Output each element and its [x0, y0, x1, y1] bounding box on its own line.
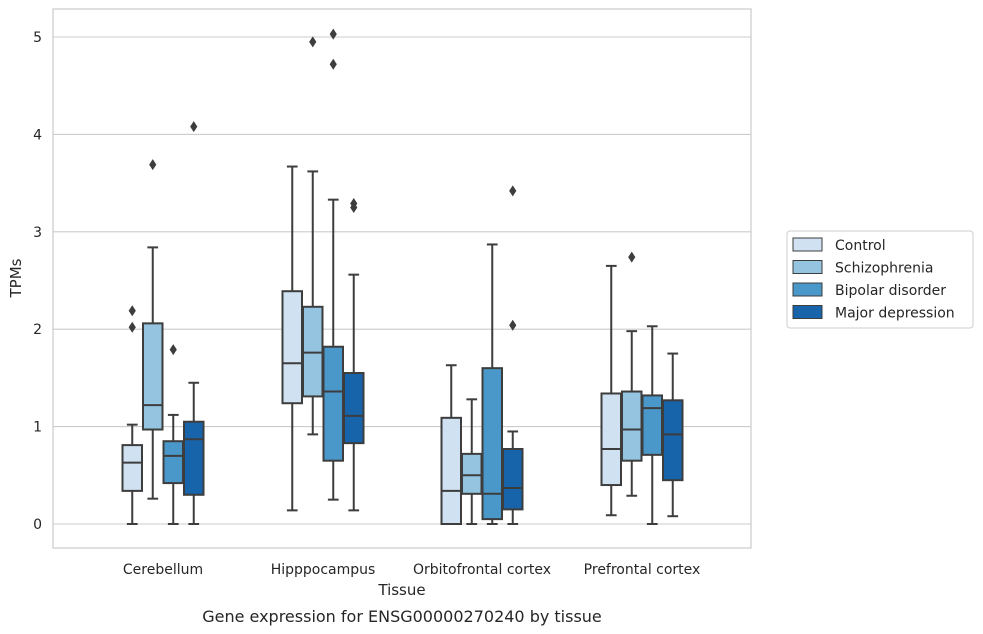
- box-schizophrenia: [302, 36, 324, 436]
- gridlines: [53, 36, 751, 525]
- box-major-depression: [662, 352, 684, 518]
- iqr-box: [343, 372, 365, 445]
- box-major-depression: [343, 198, 365, 512]
- y-tick-label: 2: [33, 322, 42, 338]
- box-control: [281, 165, 303, 512]
- outlier-point: [628, 251, 636, 263]
- legend-frame: [786, 230, 974, 329]
- legend: Control Schizophrenia Bipolar disorder Majo…: [786, 230, 974, 329]
- x-tick-label: Orbitofrontal cortex: [413, 562, 551, 578]
- box-control: [440, 364, 462, 526]
- iqr-box: [142, 322, 164, 431]
- iqr-box: [600, 392, 622, 487]
- outlier-point: [509, 319, 517, 331]
- legend-label: Schizophrenia: [835, 261, 933, 277]
- iqr-box: [183, 420, 205, 496]
- y-tick-label: 1: [33, 420, 42, 436]
- outlier-point: [309, 36, 317, 48]
- box-schizophrenia: [621, 251, 643, 497]
- legend-swatch: [792, 260, 823, 274]
- y-tick-label: 5: [33, 30, 42, 46]
- box-bipolar-disorder: [641, 325, 663, 525]
- legend-swatch: [792, 305, 823, 319]
- iqr-box: [440, 416, 462, 526]
- y-tick-labels: 0 1 2 3 4 5: [33, 30, 42, 533]
- box-bipolar-disorder: [322, 28, 344, 501]
- legend-label: Major depression: [835, 306, 955, 322]
- iqr-box: [461, 452, 483, 495]
- legend-item: Schizophrenia: [792, 260, 933, 277]
- boxes: [121, 28, 684, 526]
- outlier-point: [329, 28, 337, 40]
- box-schizophrenia: [142, 159, 164, 500]
- outlier-point: [169, 344, 177, 356]
- box-bipolar-disorder: [481, 243, 503, 525]
- legend-item: Control: [792, 237, 886, 254]
- legend-label: Control: [835, 238, 886, 254]
- iqr-box: [641, 394, 663, 456]
- outlier-point: [128, 305, 136, 317]
- x-tick-label: Cerebellum: [123, 562, 203, 578]
- iqr-box: [322, 345, 344, 462]
- box-schizophrenia: [461, 398, 483, 525]
- y-tick-label: 0: [33, 517, 42, 533]
- y-tick-label: 3: [33, 225, 42, 241]
- x-tick-label: Prefrontal cortex: [584, 562, 701, 578]
- figure-caption: Gene expression for ENSG00000270240 by t…: [202, 607, 602, 626]
- box-control: [121, 305, 143, 525]
- iqr-box: [662, 399, 684, 482]
- outlier-point: [509, 185, 517, 197]
- box-major-depression: [502, 185, 524, 525]
- iqr-box: [621, 390, 643, 462]
- box-major-depression: [183, 121, 205, 525]
- x-tick-labels: Cerebellum Hipppocampus Orbitofrontal cort…: [123, 562, 700, 578]
- legend-swatch: [792, 282, 823, 297]
- outlier-point: [190, 121, 198, 133]
- iqr-box: [162, 440, 184, 485]
- outlier-point: [329, 58, 337, 70]
- legend-label: Bipolar disorder: [835, 283, 946, 299]
- plot-frame: [52, 8, 752, 549]
- outlier-point: [149, 159, 157, 171]
- legend-item: Major depression: [792, 305, 955, 322]
- legend-item: Bipolar disorder: [792, 282, 946, 299]
- box-bipolar-disorder: [162, 344, 184, 525]
- y-axis-title: TPMs: [7, 258, 25, 298]
- box-control: [600, 264, 622, 517]
- outlier-point: [350, 198, 358, 210]
- iqr-box: [281, 290, 303, 405]
- x-tick-label: Hipppocampus: [271, 562, 376, 578]
- iqr-box: [502, 448, 524, 511]
- x-axis-title: Tissue: [377, 581, 425, 599]
- iqr-box: [481, 367, 503, 521]
- iqr-box: [121, 444, 143, 492]
- y-tick-label: 4: [33, 127, 42, 143]
- legend-swatch: [792, 237, 823, 252]
- outlier-point: [128, 321, 136, 333]
